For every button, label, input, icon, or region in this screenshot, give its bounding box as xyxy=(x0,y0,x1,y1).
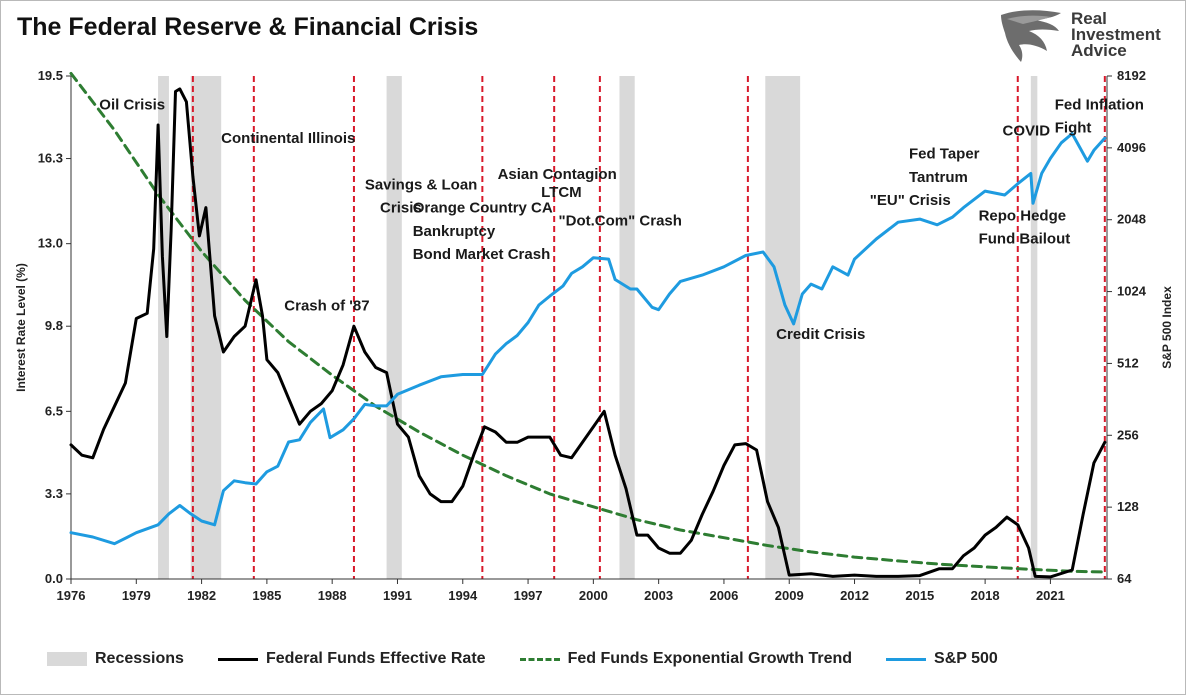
x-tick-label: 2021 xyxy=(1036,588,1065,603)
left-tick-label: 13.0 xyxy=(38,236,63,251)
legend-item-recessions: Recessions xyxy=(47,650,184,668)
annotation-label: Savings & Loan xyxy=(365,176,478,193)
eagle-icon xyxy=(1001,10,1061,62)
left-tick-label: 9.8 xyxy=(45,318,63,333)
logo-line-3: Advice xyxy=(1071,41,1127,60)
annotation-label: "Dot.Com" Crash xyxy=(559,213,682,230)
legend-item-fed-funds: Federal Funds Effective Rate xyxy=(217,650,486,668)
annotation-label: Fed Inflation xyxy=(1055,97,1144,114)
legend-label-trend: Fed Funds Exponential Growth Trend xyxy=(567,650,853,667)
recession-swatch xyxy=(47,652,87,666)
x-tick-label: 2015 xyxy=(905,588,934,603)
right-tick-label: 64 xyxy=(1117,571,1132,586)
legend-label-sp500: S&P 500 xyxy=(934,650,998,667)
recession-band-0 xyxy=(158,76,169,579)
chart-plot: 0.0 3.3 6.5 9.8 13.0 16.3 19.5 64 128 256 512 1024 2… xyxy=(14,68,1174,603)
annotation-label: Bond Market Crash xyxy=(413,246,551,263)
left-tick-label: 3.3 xyxy=(45,486,63,501)
x-tick-label: 2012 xyxy=(840,588,869,603)
left-axis-label: Interest Rate Level (%) xyxy=(14,263,28,392)
annotation-label: COVID xyxy=(1003,122,1051,139)
annotation-label: "EU" Crisis xyxy=(870,192,951,209)
annotation-label: Asian Contagion xyxy=(498,166,617,183)
trend-swatch xyxy=(519,657,560,661)
annotation-label: LTCM xyxy=(541,184,582,201)
right-tick-label: 256 xyxy=(1117,427,1139,442)
annotation-label: Oil Crisis xyxy=(99,97,165,114)
series-line-fed-funds-exponential-growth-trend xyxy=(69,71,1107,574)
legend-label-recessions: Recessions xyxy=(95,650,184,667)
recession-band-5 xyxy=(1030,76,1038,579)
x-tick-label: 1991 xyxy=(383,588,412,603)
annotation-label: Bankruptcy xyxy=(413,223,496,240)
x-tick-label: 1979 xyxy=(122,588,151,603)
recession-band-3 xyxy=(619,76,635,579)
right-tick-label: 128 xyxy=(1117,499,1139,514)
legend-item-trend: Fed Funds Exponential Growth Trend xyxy=(519,650,853,668)
annotation-label: Tantrum xyxy=(909,169,968,186)
annotation-label: Orange Country CA xyxy=(413,200,553,217)
series-line-s-p-500 xyxy=(69,132,1107,546)
right-axis-label: S&P 500 Index xyxy=(1160,286,1174,369)
annotation-label: Repo Hedge xyxy=(979,207,1067,224)
series-line-federal-funds-effective-rate xyxy=(69,87,1107,579)
x-tick-label: 1976 xyxy=(57,588,86,603)
x-tick-label: 2009 xyxy=(775,588,804,603)
x-tick-label: 1988 xyxy=(318,588,347,603)
legend-item-sp500: S&P 500 xyxy=(886,650,998,668)
x-tick-label: 2003 xyxy=(644,588,673,603)
sp500-swatch xyxy=(886,657,927,661)
right-tick-label: 1024 xyxy=(1117,284,1147,299)
left-tick-label: 19.5 xyxy=(38,68,63,83)
right-tick-label: 4096 xyxy=(1117,140,1146,155)
logo-line-1: Real xyxy=(1071,9,1107,28)
annotation-label: Fund Bailout xyxy=(979,231,1071,248)
fed-funds-swatch xyxy=(217,657,258,661)
x-tick-label: 1985 xyxy=(252,588,281,603)
right-tick-label: 512 xyxy=(1117,355,1139,370)
logo-text: Real Investment Advice xyxy=(1071,9,1161,60)
annotation-label: Fed Taper xyxy=(909,146,980,163)
logo-line-2: Investment xyxy=(1071,25,1161,44)
annotation-label: Fight xyxy=(1055,120,1092,137)
annotation-label: Credit Crisis xyxy=(776,326,865,343)
recession-band-4 xyxy=(765,76,801,579)
annotation-label: Continental Illinois xyxy=(221,130,355,147)
x-tick-label: 2006 xyxy=(709,588,738,603)
x-tick-label: 2000 xyxy=(579,588,608,603)
x-tick-label: 2018 xyxy=(971,588,1000,603)
annotation-label: Crash of '87 xyxy=(284,298,369,315)
left-tick-label: 0.0 xyxy=(45,571,63,586)
x-tick-label: 1997 xyxy=(514,588,543,603)
chart-legend: Recessions Federal Funds Effective Rate … xyxy=(47,647,1167,671)
right-tick-label: 8192 xyxy=(1117,68,1146,83)
annotation-label: Crisis xyxy=(380,200,422,217)
x-tick-label: 1994 xyxy=(448,588,478,603)
left-tick-label: 6.5 xyxy=(45,403,63,418)
recession-band-2 xyxy=(386,76,402,579)
legend-label-fed-funds: Federal Funds Effective Rate xyxy=(265,650,486,667)
chart-title: The Federal Reserve & Financial Crisis xyxy=(17,13,479,41)
left-tick-label: 16.3 xyxy=(38,151,63,166)
x-tick-label: 1982 xyxy=(187,588,216,603)
right-tick-label: 2048 xyxy=(1117,212,1146,227)
brand-logo: Real Investment Advice xyxy=(997,7,1177,65)
